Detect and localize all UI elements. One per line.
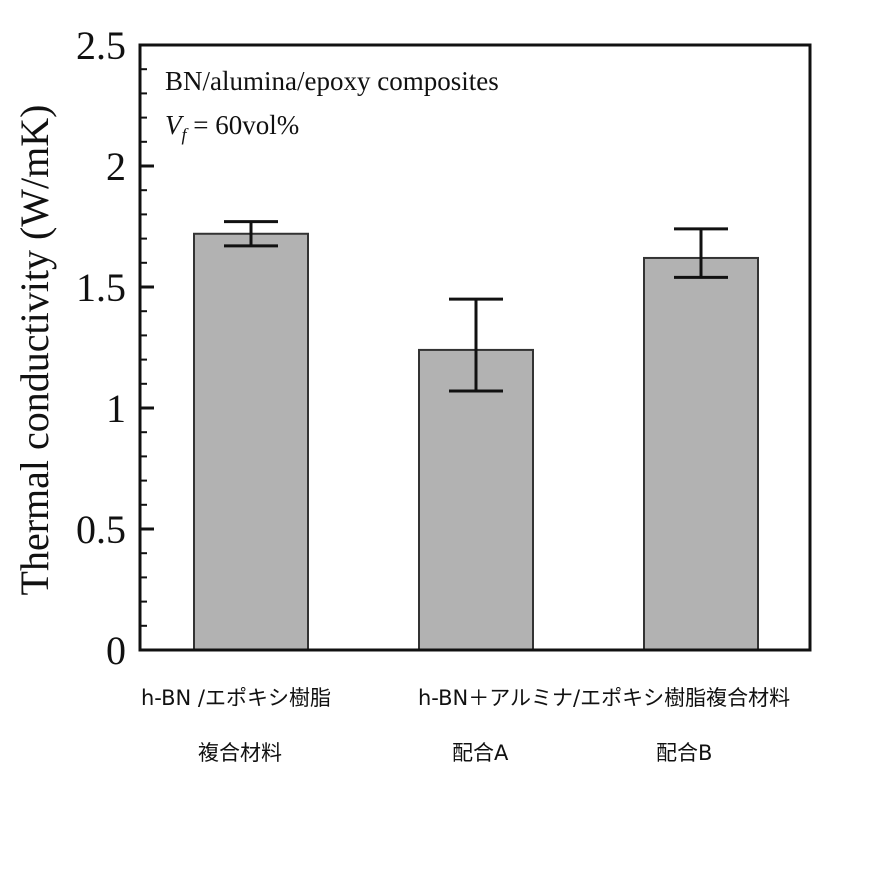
category-label-bar1-line2: 複合材料 <box>198 741 282 765</box>
category-label-bar2: 配合A <box>452 741 509 765</box>
vf-symbol: V <box>165 110 182 140</box>
category-label-bar3: 配合B <box>656 741 713 765</box>
y-tick-label: 0.5 <box>76 507 126 552</box>
y-tick-label: 1.5 <box>76 265 126 310</box>
bar <box>643 256 759 651</box>
bar <box>193 232 309 651</box>
chart-annotation-vf: Vf = 60vol% <box>165 110 299 145</box>
y-tick-label: 1 <box>106 386 126 431</box>
y-axis-label: Thermal conductivity (W/mK) <box>12 105 57 596</box>
y-tick-label: 0 <box>106 628 126 673</box>
y-tick-label: 2.5 <box>76 23 126 68</box>
plot-frame <box>138 43 812 652</box>
category-label-group: h-BN＋アルミナ/エポキシ樹脂複合材料 <box>418 686 791 710</box>
category-label-bar1-line1: h-BN /エポキシ樹脂 <box>141 686 332 710</box>
vf-value: = 60vol% <box>186 110 300 140</box>
bar <box>418 348 534 651</box>
vf-subscript: f <box>181 124 187 145</box>
y-tick-label: 2 <box>106 144 126 189</box>
chart-annotation-title: BN/alumina/epoxy composites <box>165 66 499 96</box>
